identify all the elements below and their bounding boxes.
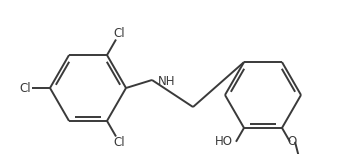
- Text: Cl: Cl: [19, 81, 31, 95]
- Text: HO: HO: [215, 135, 233, 148]
- Text: Cl: Cl: [114, 136, 125, 149]
- Text: Cl: Cl: [114, 27, 125, 40]
- Text: O: O: [287, 135, 297, 148]
- Text: NH: NH: [158, 75, 176, 87]
